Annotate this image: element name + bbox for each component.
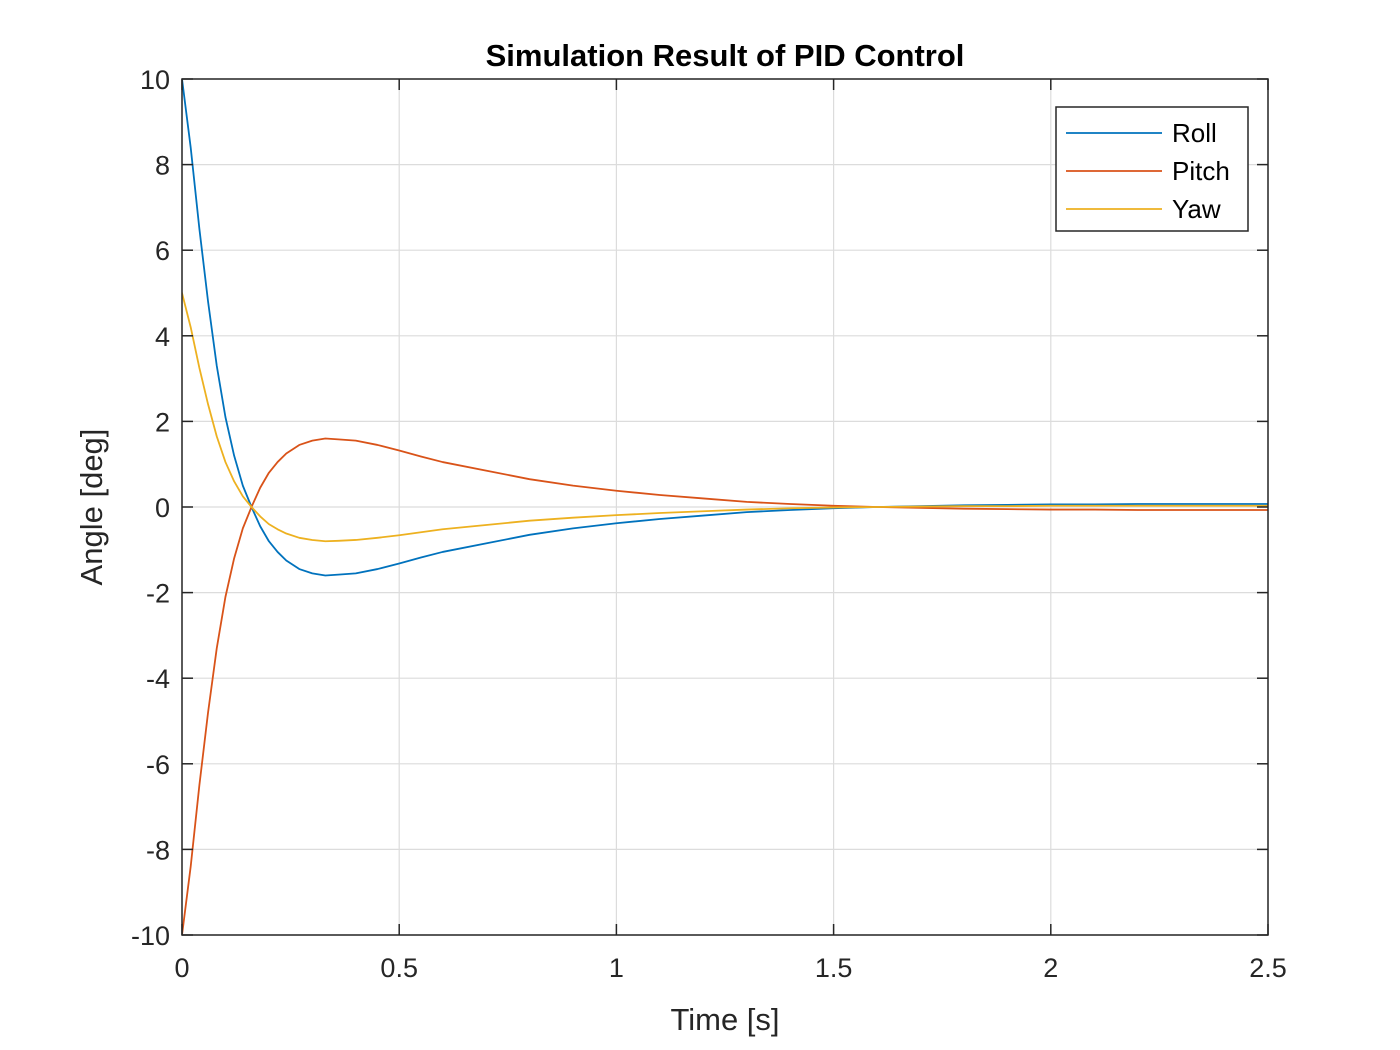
legend-label-yaw: Yaw	[1172, 194, 1221, 224]
x-tick-label: 0	[174, 953, 189, 983]
y-tick-labels: -10 -8 -6 -4 -2 0 2 4 6 8 10	[131, 65, 170, 951]
y-tick-label: 10	[140, 65, 170, 95]
chart-title: Simulation Result of PID Control	[486, 38, 965, 73]
legend: Roll Pitch Yaw	[1055, 106, 1249, 232]
y-tick-label: -6	[146, 750, 170, 780]
series-lines	[182, 79, 1268, 935]
y-tick-label: -10	[131, 921, 170, 951]
legend-box	[1055, 106, 1249, 232]
y-tick-label: -4	[146, 664, 170, 694]
y-tick-label: 8	[155, 151, 170, 181]
x-tick-label: 2.5	[1249, 953, 1287, 983]
axis-ticks	[181, 78, 1269, 936]
y-tick-label: -2	[146, 579, 170, 609]
legend-label-pitch: Pitch	[1172, 156, 1230, 186]
y-tick-label: 2	[155, 407, 170, 437]
legend-label-roll: Roll	[1172, 118, 1217, 148]
series-line-roll	[182, 79, 1268, 577]
y-tick-label: -8	[146, 835, 170, 865]
y-tick-label: 0	[155, 493, 170, 523]
x-axis-label: Time [s]	[670, 1002, 779, 1037]
series-line-yaw	[182, 292, 1268, 543]
x-tick-label: 2	[1043, 953, 1058, 983]
y-axis-label: Angle [deg]	[74, 429, 109, 586]
x-tick-label: 1.5	[815, 953, 853, 983]
x-tick-labels: 0 0.5 1 1.5 2 2.5	[174, 953, 1286, 983]
series-line-pitch	[182, 437, 1268, 935]
y-tick-label: 4	[155, 322, 170, 352]
x-tick-label: 1	[609, 953, 624, 983]
x-tick-label: 0.5	[380, 953, 418, 983]
y-tick-label: 6	[155, 236, 170, 266]
